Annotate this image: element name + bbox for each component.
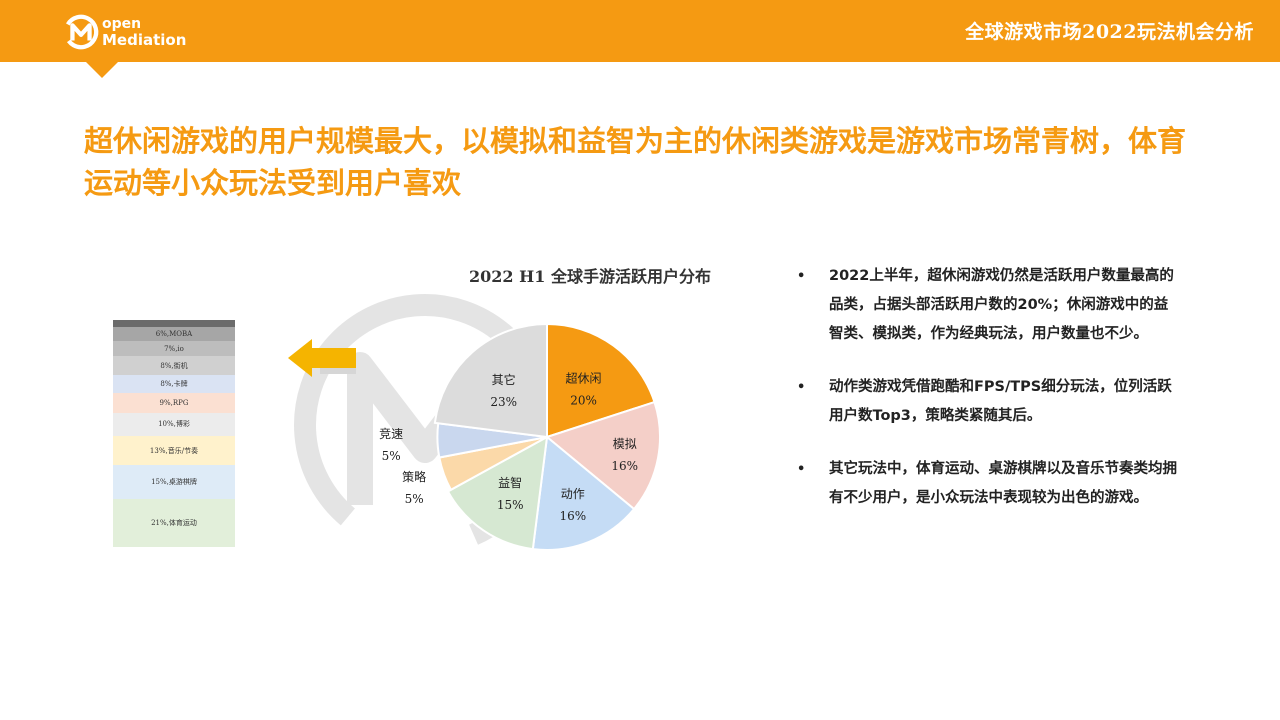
logo-m-icon: [63, 14, 99, 50]
stack-row: 9%,RPG: [113, 392, 235, 414]
logo-word-mediation: Mediation: [102, 31, 187, 49]
bullet-item: • 其它玩法中，体育运动、桌游棋牌以及音乐节奏类均拥有不少用户，是小众玩法中表现…: [797, 455, 1177, 513]
slice-name-label: 策略: [402, 469, 426, 484]
slice-name-label: 竞速: [379, 427, 403, 441]
header-notch: [86, 62, 118, 78]
stack-row: 13%,音乐/节奏: [113, 435, 235, 466]
openmediation-logo: open Mediation: [62, 12, 186, 52]
logo-word-open: open: [102, 16, 142, 32]
slice-name-label: 益智: [498, 475, 522, 490]
pie-slice-6: [433, 322, 548, 439]
pie-slice-3: [446, 435, 549, 551]
stack-top-band: [113, 320, 235, 327]
slice-value-label: 16%: [559, 509, 586, 523]
pie-slices: [433, 322, 661, 551]
bullet-dot: •: [797, 380, 806, 395]
bullet-dot: •: [797, 269, 806, 284]
left-arrow-icon: [288, 339, 356, 377]
other-breakdown-stack: 6%,MOBA 7%,io 8%,街机 8%,卡牌 9%,RPG 10%,博彩 13%,音乐…: [113, 320, 235, 547]
logo-wordmark: open Mediation: [102, 16, 187, 49]
bullet-dot: •: [797, 462, 806, 477]
stack-row: 8%,街机: [113, 356, 235, 375]
slice-value-label: 5%: [382, 449, 401, 463]
bullet-item: • 动作类游戏凭借跑酷和FPS/TPS细分玩法，位列活跃用户数Top3，策略类紧…: [797, 373, 1177, 431]
slice-value-label: 5%: [405, 492, 424, 506]
header-bar: open Mediation 全球游戏市场2022玩法机会分析: [0, 0, 1280, 62]
slice-value-label: 23%: [490, 395, 517, 409]
bullet-text: 2022上半年，超休闲游戏仍然是活跃用户数量最高的品类，占据头部活跃用户数的20…: [829, 268, 1174, 342]
slide-headline: 超休闲游戏的用户规模最大，以模拟和益智为主的休闲类游戏是游戏市场常青树，体育运动…: [84, 124, 1187, 200]
slice-value-label: 15%: [497, 498, 524, 512]
chart-title: 2022 H1 全球手游活跃用户分布: [469, 267, 711, 286]
pie-slice-0: [546, 322, 656, 439]
slice-name-label: 模拟: [613, 437, 637, 451]
slice-value-label: 16%: [611, 459, 638, 473]
bullet-item: • 2022上半年，超休闲游戏仍然是活跃用户数量最高的品类，占据头部活跃用户数的…: [797, 262, 1177, 349]
pie-slice-2: [531, 435, 636, 551]
bullet-text: 其它玩法中，体育运动、桌游棋牌以及音乐节奏类均拥有不少用户，是小众玩法中表现较为…: [829, 461, 1177, 506]
slice-value-label: 20%: [570, 394, 597, 408]
pie-slice-1: [544, 400, 661, 511]
pie-chart: 2022 H1 全球手游活跃用户分布 超休闲 20% 模拟 16% 动作 16% 益智 15%…: [288, 267, 711, 556]
stack-row: 10%,博彩: [113, 413, 235, 436]
report-title: 全球游戏市场2022玩法机会分析: [965, 21, 1254, 43]
stack-row: 6%,MOBA: [113, 327, 235, 341]
slice-name-label: 超休闲: [566, 371, 602, 386]
stack-row: 15%,桌游棋牌: [113, 465, 235, 500]
stack-row: 7%,io: [113, 340, 235, 357]
stack-row: 21%,体育运动: [113, 499, 235, 547]
insight-bullets: • 2022上半年，超休闲游戏仍然是活跃用户数量最高的品类，占据头部活跃用户数的…: [797, 262, 1177, 537]
bullet-text: 动作类游戏凭借跑酷和FPS/TPS细分玩法，位列活跃用户数Top3，策略类紧随其…: [829, 379, 1172, 424]
slice-name-label: 其它: [492, 372, 516, 387]
stack-row: 8%,卡牌: [113, 374, 235, 393]
slice-name-label: 动作: [561, 487, 585, 501]
